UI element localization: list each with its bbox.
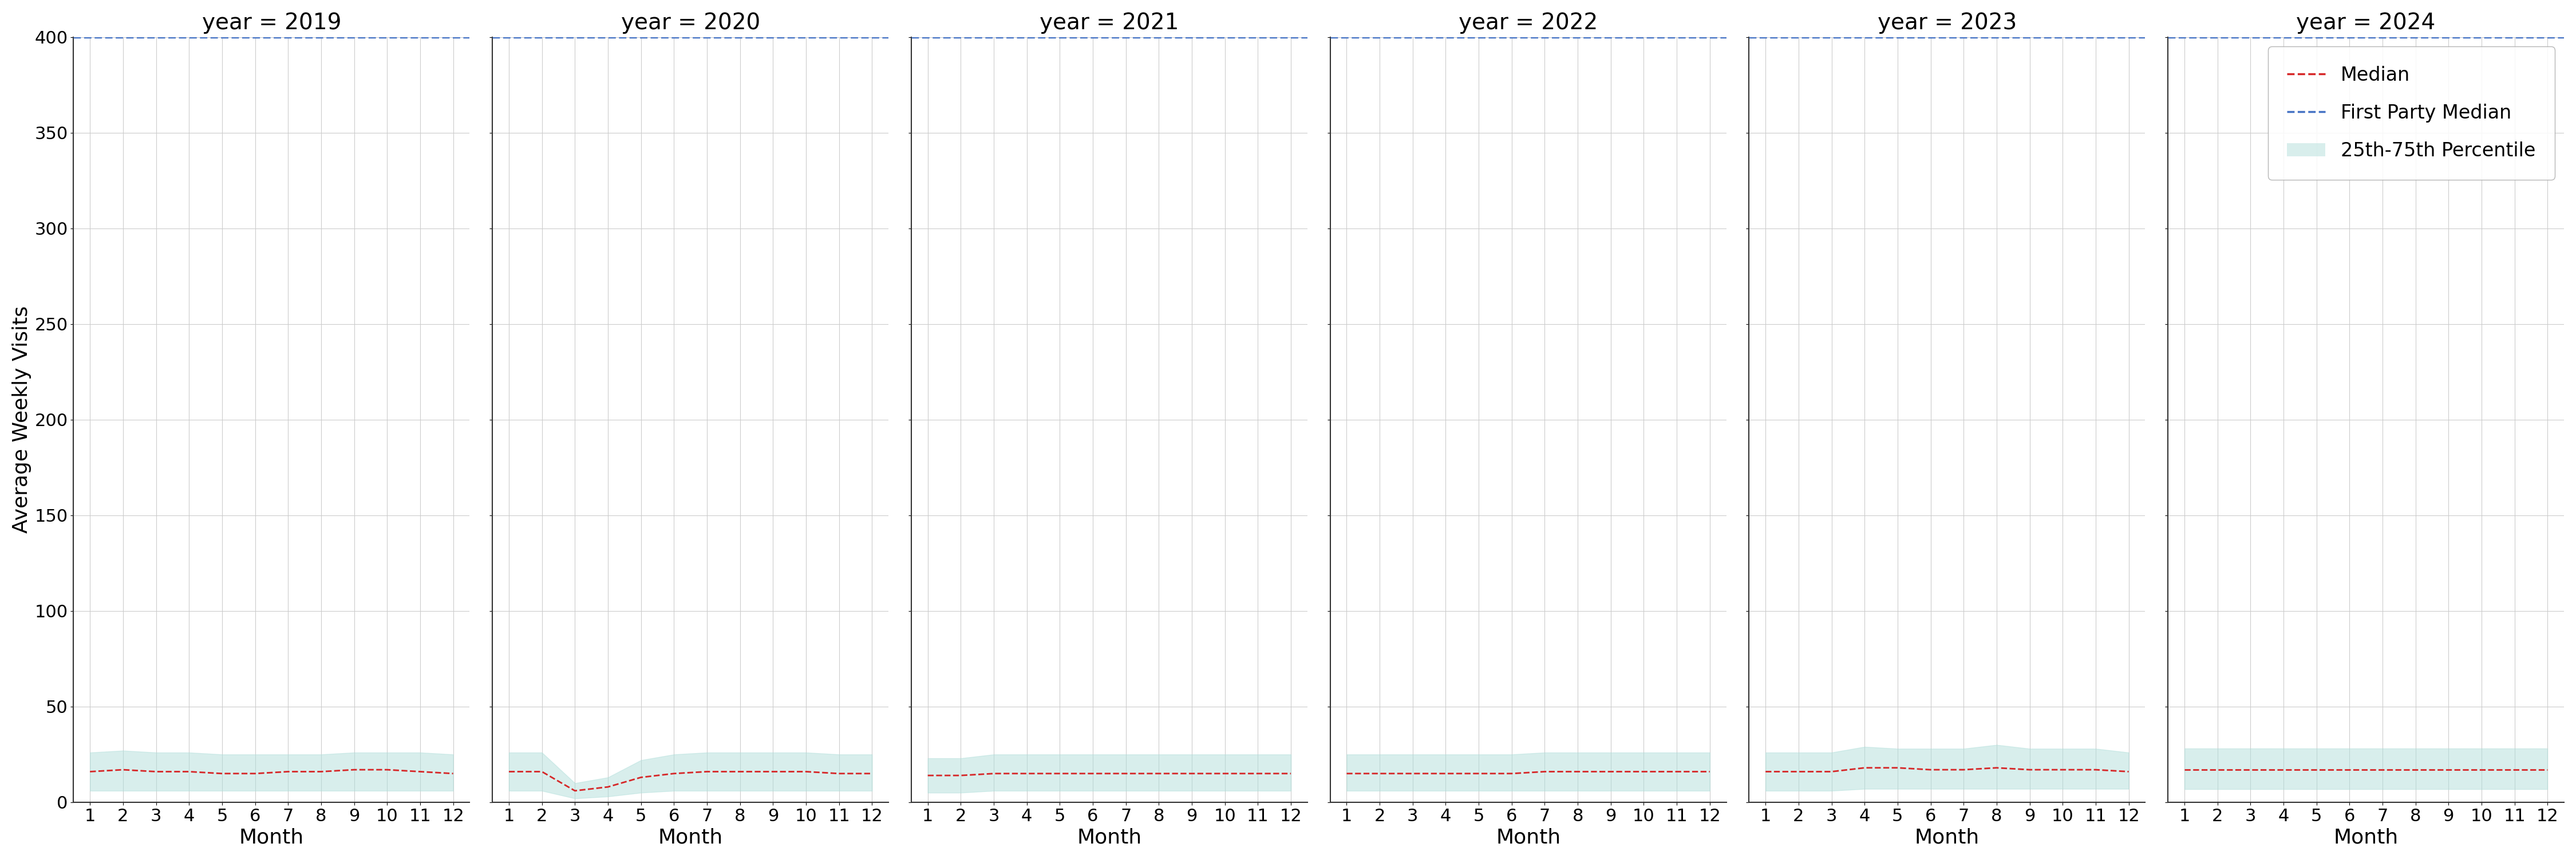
X-axis label: Month: Month bbox=[1914, 827, 1978, 847]
Y-axis label: Average Weekly Visits: Average Weekly Visits bbox=[13, 306, 31, 533]
X-axis label: Month: Month bbox=[240, 827, 304, 847]
Title: year = 2019: year = 2019 bbox=[201, 12, 340, 34]
X-axis label: Month: Month bbox=[1077, 827, 1141, 847]
Title: year = 2023: year = 2023 bbox=[1878, 12, 2017, 34]
X-axis label: Month: Month bbox=[1497, 827, 1561, 847]
Title: year = 2020: year = 2020 bbox=[621, 12, 760, 34]
Title: year = 2024: year = 2024 bbox=[2295, 12, 2434, 34]
X-axis label: Month: Month bbox=[657, 827, 724, 847]
Title: year = 2022: year = 2022 bbox=[1458, 12, 1597, 34]
Legend: Median, First Party Median, 25th-75th Percentile: Median, First Party Median, 25th-75th Pe… bbox=[2267, 46, 2555, 180]
X-axis label: Month: Month bbox=[2334, 827, 2398, 847]
Title: year = 2021: year = 2021 bbox=[1041, 12, 1180, 34]
